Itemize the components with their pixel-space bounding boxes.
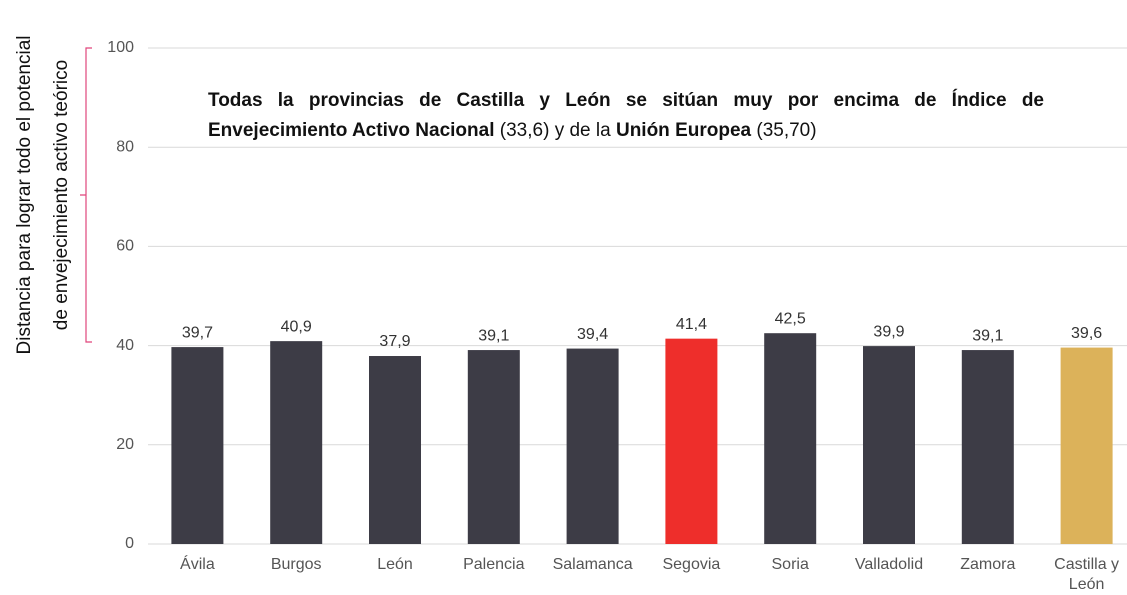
bar	[369, 356, 421, 544]
bar	[764, 333, 817, 544]
value-label: 42,5	[775, 310, 806, 327]
value-label: 41,4	[676, 316, 707, 333]
value-label: 39,4	[577, 326, 608, 343]
bar	[171, 347, 224, 544]
x-tick-label: Segovia	[662, 556, 721, 573]
annotation: Todas la provincias de Castilla y León s…	[208, 86, 1044, 146]
annotation-text: (33,6) y de la	[499, 120, 611, 141]
value-label: 39,6	[1071, 325, 1102, 342]
value-label: 39,1	[478, 327, 509, 344]
y-tick-label: 60	[116, 238, 134, 255]
bar	[961, 350, 1014, 544]
x-tick-label: Zamora	[960, 556, 1016, 573]
value-label: 40,9	[281, 318, 312, 335]
bar	[566, 348, 619, 544]
y-tick-label: 100	[107, 39, 134, 56]
bar	[467, 350, 520, 544]
bracket	[80, 47, 92, 343]
value-label: 39,9	[873, 323, 904, 340]
x-tick-label: Salamanca	[552, 556, 633, 573]
annotation-text: Todas la provincias de Castilla y León s…	[208, 90, 1044, 141]
x-tick-label: Palencia	[463, 556, 525, 573]
annotation-text: Unión Europea	[615, 120, 752, 141]
x-tick-label: Burgos	[270, 556, 322, 573]
x-tick-label: Valladolid	[854, 556, 924, 573]
y-axis-label: Distancia para lograr todo el potencial	[14, 36, 35, 355]
x-tick-label: Soria	[771, 556, 809, 573]
bar	[270, 341, 323, 544]
value-label: 37,9	[379, 333, 410, 350]
value-label: 39,1	[972, 327, 1003, 344]
bar	[1060, 347, 1113, 544]
x-tick-label: León	[377, 556, 413, 573]
x-tick-label: Castilla y León	[1054, 556, 1120, 593]
bar	[665, 338, 718, 544]
x-tick-label: Ávila	[180, 556, 215, 573]
y-axis-label: de envejecimiento activo teórico	[51, 60, 72, 330]
value-label: 39,7	[182, 324, 213, 341]
y-tick-label: 0	[125, 535, 134, 552]
annotation-text: (35,70)	[756, 120, 817, 141]
bar	[863, 346, 915, 544]
y-tick-label: 40	[116, 337, 134, 354]
y-tick-label: 20	[116, 436, 134, 453]
y-tick-label: 80	[116, 138, 134, 155]
